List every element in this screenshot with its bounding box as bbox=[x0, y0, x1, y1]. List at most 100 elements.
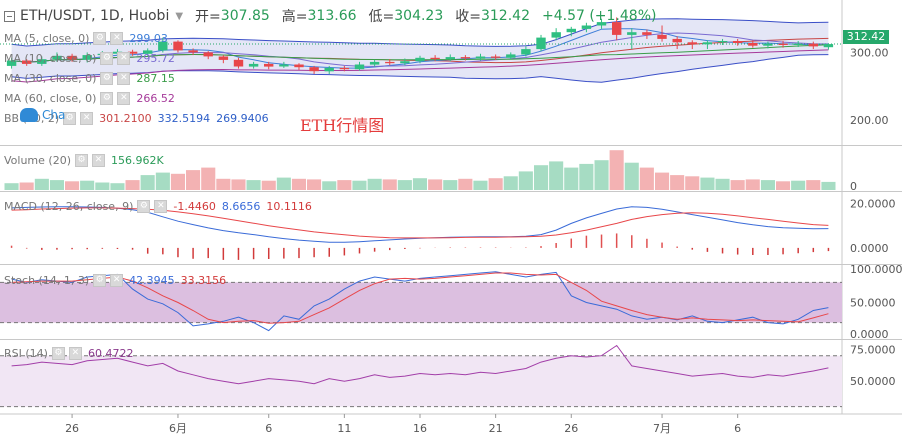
legend-macd[interactable]: MACD (12, 26, close, 9) ⚙ ✕ -1.4460 8.665… bbox=[4, 200, 312, 213]
candle-body bbox=[823, 44, 834, 48]
candle-body bbox=[294, 64, 304, 68]
volume-bar bbox=[186, 170, 201, 190]
candle-body bbox=[203, 52, 213, 57]
close-icon[interactable]: ✕ bbox=[154, 200, 168, 213]
bb-upper: 332.5194 bbox=[157, 112, 211, 125]
collapse-icon[interactable] bbox=[4, 10, 15, 22]
candle-body bbox=[264, 63, 274, 67]
legend-volume[interactable]: Volume (20) ⚙ ✕ 156.962K bbox=[4, 154, 164, 167]
ma5-label: MA (5, close, 0) bbox=[4, 32, 90, 45]
macd-tick-label: 0.0000 bbox=[850, 242, 889, 255]
settings-icon[interactable]: ⚙ bbox=[63, 112, 77, 125]
volume-bar bbox=[579, 163, 594, 190]
stoch-k-line bbox=[11, 271, 829, 332]
volume-bar bbox=[140, 175, 155, 190]
stoch-d-value: 33.3156 bbox=[180, 274, 227, 287]
chevron-down-icon[interactable]: ▼ bbox=[175, 10, 184, 22]
close-icon[interactable]: ✕ bbox=[80, 112, 94, 125]
volume-bar bbox=[503, 176, 518, 190]
open-value: 307.85 bbox=[220, 8, 270, 24]
candle-body bbox=[415, 57, 425, 62]
settings-icon[interactable]: ⚙ bbox=[137, 200, 151, 213]
symbol-header: ETH/USDT, 1D, Huobi ▼ 开= 307.85 高= 313.66 … bbox=[4, 6, 656, 26]
candle-body bbox=[279, 64, 289, 67]
candle-body bbox=[309, 67, 319, 72]
legend-ma60[interactable]: MA (60, close, 0) ⚙ ✕ 266.52 bbox=[4, 92, 175, 105]
volume-bar bbox=[34, 178, 49, 190]
volume-bar bbox=[337, 180, 352, 190]
macd-label: MACD (12, 26, close, 9) bbox=[4, 200, 134, 213]
close-value: 312.42 bbox=[480, 8, 530, 24]
candle-body bbox=[808, 43, 818, 47]
open-label: 开= bbox=[195, 9, 221, 25]
ma60-label: MA (60, close, 0) bbox=[4, 92, 97, 105]
candle-body bbox=[793, 43, 803, 45]
candle-body bbox=[37, 59, 47, 64]
low-value: 304.23 bbox=[394, 8, 444, 24]
volume-bar bbox=[412, 178, 427, 190]
volume-bar bbox=[791, 180, 806, 190]
ma30-label: MA (30, close, 0) bbox=[4, 72, 97, 85]
volume-bar bbox=[670, 175, 685, 190]
volume-bar bbox=[609, 150, 624, 190]
time-tick-label: 16 bbox=[413, 422, 427, 435]
close-icon[interactable]: ✕ bbox=[68, 347, 82, 360]
candle-body bbox=[158, 41, 168, 51]
volume-bar bbox=[518, 171, 533, 190]
close-icon[interactable]: ✕ bbox=[117, 52, 131, 65]
watermark: Cha bbox=[20, 108, 65, 122]
volume-bar bbox=[428, 179, 443, 190]
last-price-tag: 312.42 bbox=[843, 30, 889, 44]
close-icon[interactable]: ✕ bbox=[117, 72, 131, 85]
volume-bar bbox=[352, 180, 367, 190]
rsi-band-fill bbox=[0, 355, 842, 407]
volume-bar bbox=[443, 180, 458, 190]
volume-bar bbox=[95, 182, 110, 190]
candle-body bbox=[400, 61, 410, 64]
legend-ma5[interactable]: MA (5, close, 0) ⚙ ✕ 299.03 bbox=[4, 32, 168, 45]
candle-body bbox=[642, 32, 652, 35]
legend-stoch[interactable]: Stoch (14, 1, 3) ⚙ ✕ 42.3945 33.3156 bbox=[4, 274, 226, 287]
volume-bar bbox=[806, 180, 821, 190]
stoch-d-line bbox=[11, 272, 829, 324]
settings-icon[interactable]: ⚙ bbox=[100, 52, 114, 65]
volume-bar bbox=[639, 167, 654, 190]
candle-body bbox=[248, 63, 259, 67]
candle-body bbox=[188, 50, 198, 53]
stoch-tick-label: 0.0000 bbox=[850, 328, 889, 341]
candle-body bbox=[490, 56, 501, 58]
volume-bar bbox=[700, 177, 715, 190]
volume-bar bbox=[549, 161, 564, 190]
volume-bar bbox=[65, 181, 80, 190]
settings-icon[interactable]: ⚙ bbox=[93, 32, 107, 45]
volume-bar bbox=[473, 180, 488, 190]
volume-bar bbox=[564, 167, 579, 190]
legend-rsi[interactable]: RSI (14) ⚙ ✕ 60.4722 bbox=[4, 347, 133, 360]
volume-bar bbox=[594, 160, 609, 190]
close-icon[interactable]: ✕ bbox=[110, 32, 124, 45]
settings-icon[interactable]: ⚙ bbox=[100, 92, 114, 105]
close-icon[interactable]: ✕ bbox=[117, 92, 131, 105]
time-tick-label: 26 bbox=[65, 422, 79, 435]
legend-ma10[interactable]: MA (10, close, 0) ⚙ ✕ 295.72 bbox=[4, 52, 175, 65]
price-tick-label: 300.00 bbox=[850, 46, 889, 59]
high-value: 313.66 bbox=[307, 8, 357, 24]
close-icon[interactable]: ✕ bbox=[92, 154, 105, 167]
legend-ma30[interactable]: MA (30, close, 0) ⚙ ✕ 287.15 bbox=[4, 72, 175, 85]
bb-lower: 269.9406 bbox=[216, 112, 269, 125]
stoch-k-value: 42.3945 bbox=[129, 274, 175, 287]
candle-body bbox=[506, 54, 516, 58]
settings-icon[interactable]: ⚙ bbox=[75, 154, 88, 167]
settings-icon[interactable]: ⚙ bbox=[51, 347, 65, 360]
stoch-tick-label: 50.0000 bbox=[850, 297, 896, 310]
macd-tick-label: 20.0000 bbox=[850, 197, 896, 210]
candle-body bbox=[566, 28, 576, 33]
bb-middle: 301.2100 bbox=[99, 112, 152, 125]
time-tick-label: 6 bbox=[265, 422, 272, 435]
volume-tick-label: 0 bbox=[850, 180, 857, 193]
low-label: 低= bbox=[368, 9, 395, 25]
settings-icon[interactable]: ⚙ bbox=[100, 72, 114, 85]
close-icon[interactable]: ✕ bbox=[110, 274, 124, 287]
settings-icon[interactable]: ⚙ bbox=[93, 274, 107, 287]
